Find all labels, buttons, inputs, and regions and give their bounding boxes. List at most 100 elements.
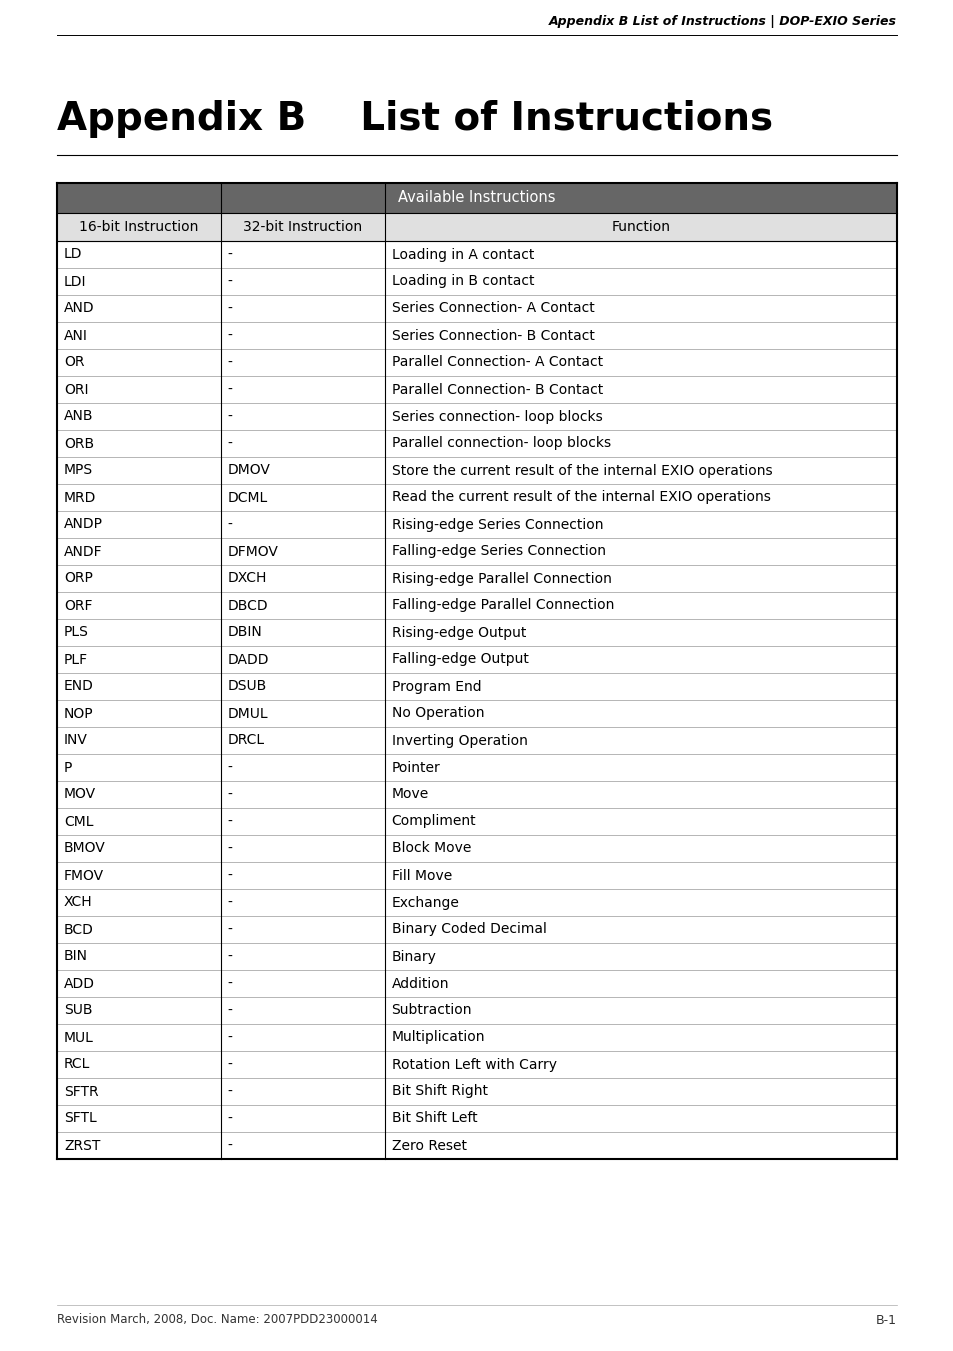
Text: -: -: [228, 409, 233, 423]
Text: OR: OR: [64, 355, 85, 370]
Bar: [57, 970, 896, 997]
Text: AND: AND: [64, 301, 94, 316]
Text: -: -: [228, 1004, 233, 1017]
Bar: [57, 322, 896, 349]
Text: -: -: [228, 761, 233, 774]
Bar: [57, 182, 896, 213]
Text: MOV: MOV: [64, 788, 96, 801]
Text: ANDP: ANDP: [64, 517, 103, 531]
Text: Parallel Connection- B Contact: Parallel Connection- B Contact: [391, 382, 602, 396]
Text: ANDF: ANDF: [64, 544, 103, 558]
Text: SUB: SUB: [64, 1004, 92, 1017]
Text: DADD: DADD: [228, 653, 269, 666]
Text: -: -: [228, 1085, 233, 1098]
Text: -: -: [228, 355, 233, 370]
Bar: [57, 835, 896, 862]
Text: Rising-edge Output: Rising-edge Output: [391, 626, 525, 639]
Text: -: -: [228, 1031, 233, 1044]
Text: Move: Move: [391, 788, 429, 801]
Bar: [57, 484, 896, 511]
Bar: [57, 1024, 896, 1051]
Text: ORP: ORP: [64, 571, 92, 585]
Text: Multiplication: Multiplication: [391, 1031, 484, 1044]
Bar: [57, 565, 896, 592]
Text: -: -: [228, 788, 233, 801]
Text: P: P: [64, 761, 72, 774]
Bar: [57, 592, 896, 619]
Text: Parallel connection- loop blocks: Parallel connection- loop blocks: [391, 436, 610, 450]
Text: Loading in A contact: Loading in A contact: [391, 247, 534, 262]
Text: Loading in B contact: Loading in B contact: [391, 274, 534, 289]
Text: MPS: MPS: [64, 463, 93, 477]
Bar: [57, 646, 896, 673]
Bar: [57, 376, 896, 403]
Text: Bit Shift Left: Bit Shift Left: [391, 1112, 476, 1125]
Bar: [57, 538, 896, 565]
Text: DFMOV: DFMOV: [228, 544, 278, 558]
Text: MRD: MRD: [64, 490, 96, 504]
Text: Compliment: Compliment: [391, 815, 476, 828]
Bar: [57, 295, 896, 322]
Text: Binary Coded Decimal: Binary Coded Decimal: [391, 923, 546, 936]
Text: Series Connection- A Contact: Series Connection- A Contact: [391, 301, 594, 316]
Text: No Operation: No Operation: [391, 707, 483, 720]
Bar: [57, 754, 896, 781]
Text: LDI: LDI: [64, 274, 87, 289]
Bar: [57, 213, 896, 240]
Text: Block Move: Block Move: [391, 842, 471, 855]
Bar: [57, 943, 896, 970]
Bar: [57, 349, 896, 376]
Bar: [57, 403, 896, 430]
Text: INV: INV: [64, 734, 88, 747]
Bar: [57, 1105, 896, 1132]
Text: NOP: NOP: [64, 707, 93, 720]
Text: ADD: ADD: [64, 977, 95, 990]
Bar: [57, 1078, 896, 1105]
Text: DMUL: DMUL: [228, 707, 268, 720]
Bar: [57, 889, 896, 916]
Text: Read the current result of the internal EXIO operations: Read the current result of the internal …: [391, 490, 770, 504]
Text: -: -: [228, 301, 233, 316]
Text: -: -: [228, 328, 233, 343]
Bar: [57, 1132, 896, 1159]
Text: -: -: [228, 869, 233, 882]
Text: DSUB: DSUB: [228, 680, 267, 693]
Text: Pointer: Pointer: [391, 761, 440, 774]
Bar: [57, 1051, 896, 1078]
Text: ANB: ANB: [64, 409, 93, 423]
Text: Rotation Left with Carry: Rotation Left with Carry: [391, 1058, 556, 1071]
Text: SFTL: SFTL: [64, 1112, 96, 1125]
Bar: [57, 808, 896, 835]
Text: Parallel Connection- A Contact: Parallel Connection- A Contact: [391, 355, 602, 370]
Text: Falling-edge Series Connection: Falling-edge Series Connection: [391, 544, 605, 558]
Text: RCL: RCL: [64, 1058, 91, 1071]
Text: ORI: ORI: [64, 382, 89, 396]
Text: DMOV: DMOV: [228, 463, 271, 477]
Text: -: -: [228, 1112, 233, 1125]
Text: B-1: B-1: [875, 1313, 896, 1327]
Text: -: -: [228, 382, 233, 396]
Text: Rising-edge Series Connection: Rising-edge Series Connection: [391, 517, 602, 531]
Text: Appendix B List of Instructions | DOP-EXIO Series: Appendix B List of Instructions | DOP-EX…: [548, 15, 896, 28]
Text: MUL: MUL: [64, 1031, 93, 1044]
Text: Program End: Program End: [391, 680, 480, 693]
Text: Inverting Operation: Inverting Operation: [391, 734, 527, 747]
Text: XCH: XCH: [64, 896, 92, 909]
Bar: [57, 430, 896, 457]
Text: Falling-edge Output: Falling-edge Output: [391, 653, 528, 666]
Bar: [57, 511, 896, 538]
Text: SFTR: SFTR: [64, 1085, 98, 1098]
Text: Fill Move: Fill Move: [391, 869, 452, 882]
Text: ORF: ORF: [64, 598, 92, 612]
Text: -: -: [228, 896, 233, 909]
Text: Series connection- loop blocks: Series connection- loop blocks: [391, 409, 601, 423]
Text: DBIN: DBIN: [228, 626, 262, 639]
Text: FMOV: FMOV: [64, 869, 104, 882]
Text: PLS: PLS: [64, 626, 89, 639]
Bar: [57, 457, 896, 484]
Text: Exchange: Exchange: [391, 896, 459, 909]
Bar: [57, 700, 896, 727]
Text: -: -: [228, 1058, 233, 1071]
Text: END: END: [64, 680, 93, 693]
Text: DBCD: DBCD: [228, 598, 268, 612]
